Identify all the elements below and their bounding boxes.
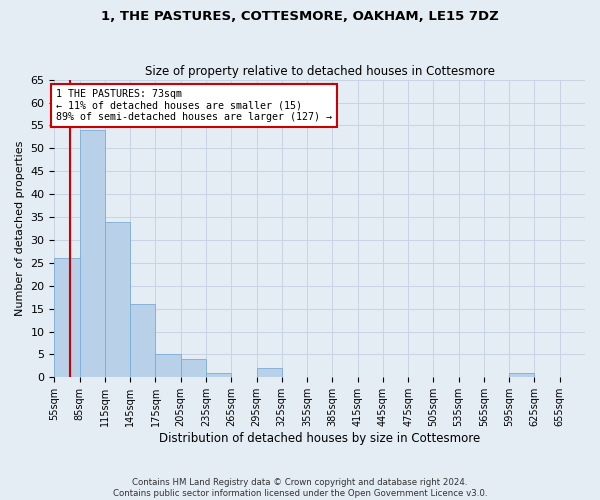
Bar bbox=[55, 258, 80, 378]
Title: Size of property relative to detached houses in Cottesmore: Size of property relative to detached ho… bbox=[145, 66, 495, 78]
Text: 1, THE PASTURES, COTTESMORE, OAKHAM, LE15 7DZ: 1, THE PASTURES, COTTESMORE, OAKHAM, LE1… bbox=[101, 10, 499, 23]
Text: 1 THE PASTURES: 73sqm
← 11% of detached houses are smaller (15)
89% of semi-deta: 1 THE PASTURES: 73sqm ← 11% of detached … bbox=[56, 89, 332, 122]
Bar bbox=[509, 373, 535, 378]
Bar bbox=[257, 368, 282, 378]
Bar bbox=[105, 222, 130, 378]
X-axis label: Distribution of detached houses by size in Cottesmore: Distribution of detached houses by size … bbox=[159, 432, 481, 445]
Bar bbox=[80, 130, 105, 378]
Bar bbox=[130, 304, 155, 378]
Y-axis label: Number of detached properties: Number of detached properties bbox=[15, 141, 25, 316]
Bar bbox=[206, 373, 231, 378]
Text: Contains HM Land Registry data © Crown copyright and database right 2024.
Contai: Contains HM Land Registry data © Crown c… bbox=[113, 478, 487, 498]
Bar bbox=[181, 359, 206, 378]
Bar bbox=[155, 354, 181, 378]
